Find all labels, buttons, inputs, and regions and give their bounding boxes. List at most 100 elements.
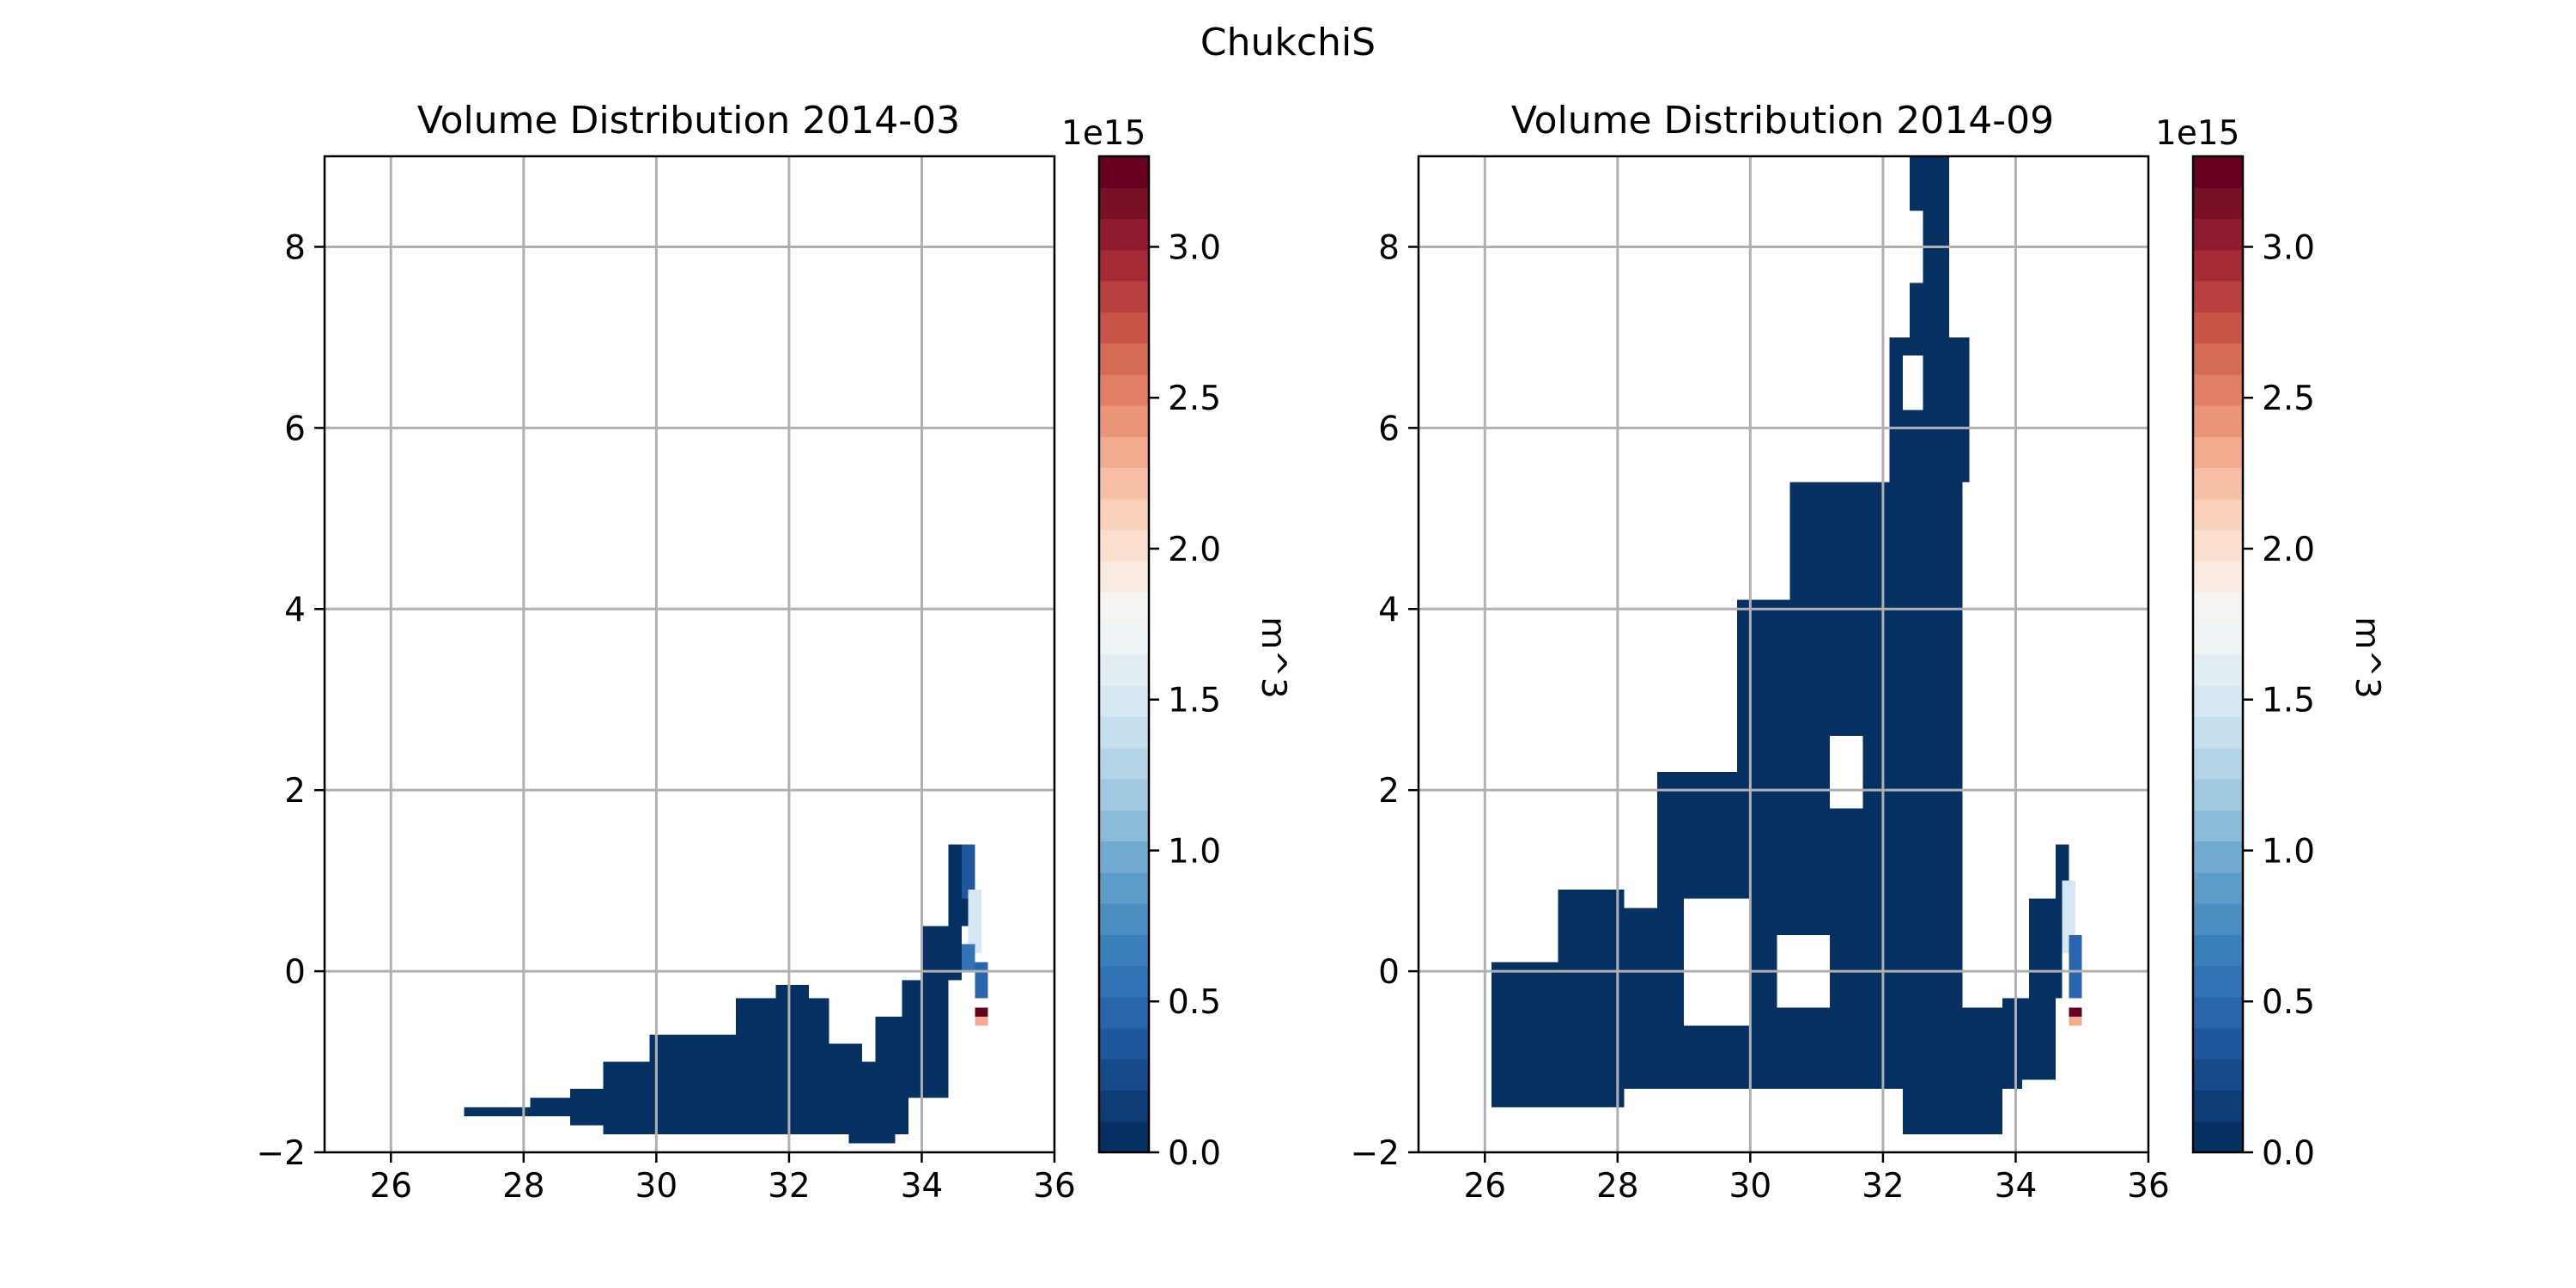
x-tick-label: 36 [2127,1167,2170,1206]
axes-frame [323,155,1056,1154]
heatmap-region [2002,998,2056,1080]
colorbar-frame [1097,155,1151,1154]
right-panel-title: Volume Distribution 2014-09 [1511,99,2054,143]
heatmap-region [848,1129,896,1144]
colorbar-segment [1099,312,1149,343]
colorbar-segment [2193,685,2243,717]
colorbar-segment [1099,1059,1149,1091]
colorbar-tick-label: 0.0 [1168,1134,1221,1173]
colorbar-tick-label: 2.5 [2262,380,2315,418]
heatmap-region [1903,1089,2002,1134]
colorbar-segment [2193,1059,2243,1091]
colorbar-segment [2193,156,2243,188]
y-tick-label: 8 [1378,228,1400,267]
figure-suptitle: ChukchiS [1200,21,1376,64]
colorbar-tick-label: 1.5 [1168,682,1221,720]
x-tick-label: 32 [768,1167,811,1206]
colorbar-segment [1099,436,1149,468]
heatmap-region [1657,772,1963,908]
grid-lines [1419,156,2148,1152]
colorbar-segment [1099,685,1149,717]
heatmap-region [775,984,810,999]
x-tick-label: 26 [1463,1167,1506,1206]
colorbar-segment [2193,374,2243,406]
axes-frame [1417,155,2150,1154]
heatmap-region [2069,934,2082,999]
y-tick-label: −2 [1351,1134,1400,1173]
colorbar-segment [2193,281,2243,313]
y-tick-label: 0 [1378,953,1400,992]
colorbar-tick-label: 1.0 [2262,832,2315,871]
colorbar-segment [1099,592,1149,624]
colorbar-segment [2193,436,2243,468]
heatmap-region [1558,890,1625,1108]
left-panel: Volume Distribution 2014-03 26 28 30 32 34 36… [257,99,1293,1206]
colorbar-segment [2193,498,2243,531]
heatmap-region [464,1107,531,1116]
colorbar-tick-label: 1.0 [1168,832,1221,871]
left-colorbar: 0.0 0.5 1.0 1.5 2.0 2.5 3.0 [1097,155,1221,1173]
colorbar-segment [1099,654,1149,686]
heatmap-gap [1830,735,1863,809]
colorbar-segment [2193,218,2243,251]
colorbar-segment [2193,530,2243,562]
x-tick-label: 26 [369,1167,412,1206]
colorbar-segment [2193,841,2243,873]
colorbar-tick-label: 3.0 [1168,228,1221,267]
y-tick-label: 8 [284,228,306,267]
colorbar-segment [1099,903,1149,935]
colorbar-segment [1099,374,1149,406]
colorbar-segment [2193,1090,2243,1122]
y-tick-label: 6 [1378,410,1400,448]
y-tick-label: 2 [1378,772,1400,811]
colorbar-segment [2193,623,2243,655]
colorbar-segment [2193,249,2243,282]
colorbar-segment [1099,281,1149,313]
colorbar-segment [1099,1090,1149,1122]
colorbar-tick-label: 2.5 [1168,380,1221,418]
colorbar-segment [1099,561,1149,592]
colorbar-segment [1099,218,1149,251]
colorbar-tick-label: 0.5 [1168,983,1221,1022]
colorbar-segment [1099,530,1149,562]
heatmap-region [2069,1007,2082,1017]
colorbar-segment [1099,716,1149,749]
colorbar-segment [2193,747,2243,780]
colorbar-segment [1099,747,1149,780]
x-tick-label: 30 [635,1167,678,1206]
heatmap-region [875,1016,949,1098]
y-tick-label: 4 [1378,591,1400,629]
colorbar-segment [1099,467,1149,500]
y-tick-label: 6 [284,410,306,448]
colorbar-segment [1099,934,1149,966]
heatmap-region [902,980,949,1017]
right-plot-area: 26 28 30 32 34 36 −2 0 2 4 6 8 [1351,155,2170,1206]
y-tick-label: 0 [284,953,306,992]
colorbar-tick-label: 2.0 [2262,531,2315,569]
y-tick-label: 4 [284,591,306,629]
heatmap-region [961,844,975,899]
x-tick-label: 34 [901,1167,944,1206]
colorbar-segment [1099,841,1149,873]
heatmap-region [975,1007,988,1017]
colorbar-segment [2193,1121,2243,1153]
colorbar-segment [2193,779,2243,811]
colorbar-segment [2193,654,2243,686]
colorbar-segment [1099,343,1149,375]
left-plot-area: 26 28 30 32 34 36 −2 0 2 4 6 8 [257,155,1076,1206]
heatmap-region [975,962,988,999]
colorbar-segment [2193,592,2243,624]
colorbar-tick-label: 0.0 [2262,1134,2315,1173]
heatmap-gap [1684,898,1751,1026]
colorbar-segment [1099,872,1149,904]
right-colorbar-label: m^3 [2348,617,2386,698]
colorbar-tick-label: 2.0 [1168,531,1221,569]
colorbar-segment [2193,467,2243,500]
colorbar-frame [2191,155,2245,1154]
right-colorbar-exponent: 1e15 [2155,114,2239,153]
left-colorbar-label: m^3 [1254,617,1292,698]
colorbar-tick-label: 0.5 [2262,983,2315,1022]
heatmap-region [1789,482,1963,600]
colorbar-segment [2193,343,2243,375]
colorbar-segment [1099,810,1149,841]
